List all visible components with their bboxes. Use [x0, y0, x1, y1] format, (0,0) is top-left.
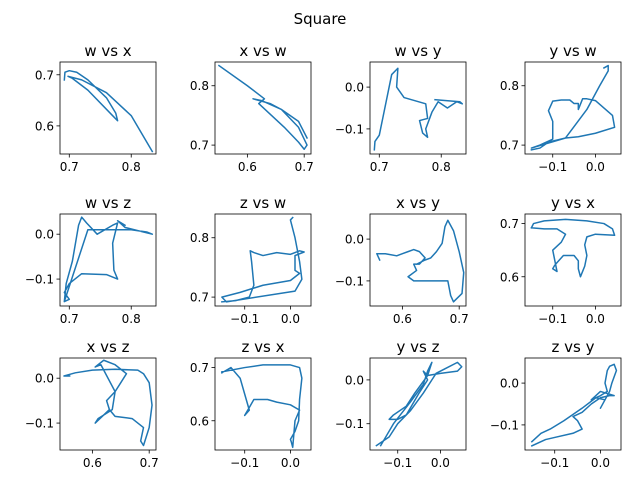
y-tick-label: 0.7 [500, 139, 519, 153]
x-tick-label: 0.0 [431, 456, 450, 470]
y-tick-label: 0.7 [35, 68, 54, 82]
y-tick-label: 0.0 [35, 228, 54, 242]
x-tick-label: 0.0 [281, 312, 300, 326]
axes-frame [369, 213, 467, 307]
axes-frame [369, 357, 467, 451]
subplot-title: w vs z [85, 194, 131, 212]
x-tick-label: 0.8 [122, 312, 141, 326]
axes-frame [214, 357, 312, 451]
x-tick-label: −0.1 [540, 456, 569, 470]
subplot-title: z vs y [552, 338, 595, 356]
subplot: y vs x −0.1 0.0 0.6 0.7 [500, 194, 622, 326]
x-tick-label: 0.6 [83, 456, 102, 470]
x-tick-label: 0.0 [586, 312, 605, 326]
subplot-title: y vs z [397, 338, 440, 356]
y-tick-label: −0.1 [335, 417, 364, 431]
x-tick-label: 0.6 [393, 312, 412, 326]
x-tick-label: 0.7 [60, 160, 79, 174]
y-tick-label: 0.6 [35, 119, 54, 133]
y-tick-label: −0.1 [335, 122, 364, 136]
figure-title: Square [294, 10, 347, 28]
y-tick-label: 0.8 [500, 79, 519, 93]
x-tick-label: 0.7 [140, 456, 159, 470]
subplot-title: y vs w [549, 42, 596, 60]
axes-frame [369, 61, 467, 155]
subplot: w vs x 0.7 0.8 0.6 0.7 [35, 42, 157, 174]
axes-frame [214, 61, 312, 155]
x-tick-label: 0.0 [591, 456, 610, 470]
series-line [217, 64, 309, 150]
axes-frame [59, 61, 157, 155]
subplot-title: z vs w [240, 194, 286, 212]
subplot: y vs z −0.1 0.0 −0.1 0.0 [335, 338, 467, 470]
subplot-title: w vs y [394, 42, 441, 60]
y-tick-label: −0.1 [25, 273, 54, 287]
axes-frame [214, 213, 312, 307]
series-line [376, 219, 465, 303]
subplot-title: x vs y [396, 194, 440, 212]
subplot: z vs x −0.1 0.0 0.6 0.7 [190, 338, 312, 470]
subplot: w vs z 0.7 0.8 −0.1 0.0 [25, 194, 157, 326]
axes-frame [59, 357, 157, 451]
y-tick-label: −0.1 [490, 418, 519, 432]
x-tick-label: −0.1 [230, 456, 259, 470]
y-tick-label: 0.0 [345, 233, 364, 247]
series-line [220, 364, 303, 449]
series-line [375, 361, 463, 447]
series-line [221, 216, 305, 303]
subplot: x vs y 0.6 0.7 −0.1 0.0 [335, 194, 469, 326]
series-line [373, 67, 464, 151]
x-tick-label: 0.7 [370, 160, 389, 174]
subplot: w vs y 0.7 0.8 −0.1 0.0 [335, 42, 467, 174]
y-tick-label: −0.1 [335, 274, 364, 288]
x-tick-label: −0.1 [538, 312, 567, 326]
subplot: x vs w 0.6 0.7 0.7 0.8 [190, 42, 314, 174]
x-tick-label: −0.1 [230, 312, 259, 326]
y-tick-label: −0.1 [25, 417, 54, 431]
axes-frame [524, 213, 622, 307]
axes-frame [524, 357, 622, 451]
y-tick-label: 0.7 [190, 139, 209, 153]
y-tick-label: 0.8 [190, 231, 209, 245]
x-tick-label: −0.1 [538, 160, 567, 174]
y-tick-label: 0.0 [500, 377, 519, 391]
y-tick-label: 0.7 [500, 217, 519, 231]
x-tick-label: 0.7 [60, 312, 79, 326]
subplot-title: y vs x [551, 194, 595, 212]
series-line [63, 359, 153, 447]
series-line [530, 64, 616, 151]
subplot-title: w vs x [84, 42, 131, 60]
x-tick-label: 0.8 [122, 160, 141, 174]
subplot: y vs w −0.1 0.0 0.7 0.8 [500, 42, 622, 174]
series-line [63, 69, 154, 153]
axes-frame [524, 61, 622, 155]
x-tick-label: 0.8 [432, 160, 451, 174]
y-tick-label: 0.6 [500, 270, 519, 284]
x-tick-label: 0.0 [281, 456, 300, 470]
x-tick-label: 0.7 [295, 160, 314, 174]
subplot-title: x vs z [87, 338, 130, 356]
y-tick-label: 0.7 [190, 361, 209, 375]
series-line [530, 218, 616, 278]
x-tick-label: 0.6 [238, 160, 257, 174]
x-tick-label: 0.0 [586, 160, 605, 174]
subplot: x vs z 0.6 0.7 −0.1 0.0 [25, 338, 159, 470]
subplot: z vs y −0.1 0.0 −0.1 0.0 [490, 338, 622, 470]
subplot: z vs w −0.1 0.0 0.7 0.8 [190, 194, 312, 326]
y-tick-label: 0.7 [190, 291, 209, 305]
x-tick-label: 0.7 [450, 312, 469, 326]
y-tick-label: 0.6 [190, 414, 209, 428]
subplot-title: x vs w [239, 42, 286, 60]
y-tick-label: 0.0 [345, 81, 364, 95]
x-tick-label: −0.1 [383, 456, 412, 470]
y-tick-label: 0.0 [345, 373, 364, 387]
subplot-title: z vs x [242, 338, 285, 356]
series-line [63, 216, 154, 303]
y-tick-label: 0.8 [190, 79, 209, 93]
series-line [530, 363, 618, 447]
axes-frame [59, 213, 157, 307]
y-tick-label: 0.0 [35, 372, 54, 386]
